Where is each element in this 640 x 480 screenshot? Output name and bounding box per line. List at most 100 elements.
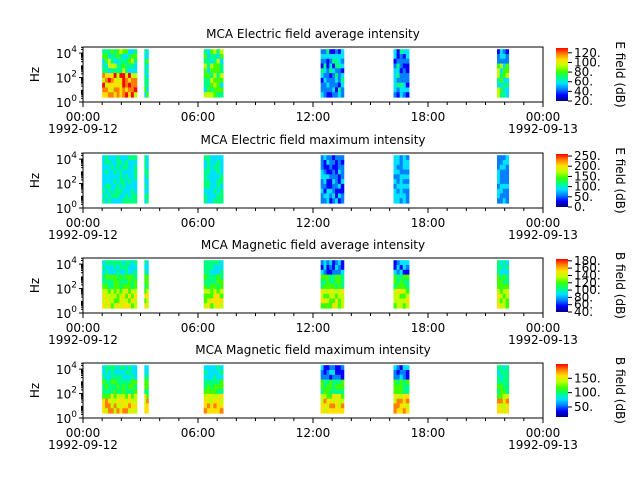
heatmap-cell	[320, 164, 325, 171]
heatmap-cell	[329, 63, 333, 69]
heatmap-cell	[133, 82, 138, 89]
heatmap-cell	[396, 298, 401, 304]
heatmap-cell	[326, 68, 330, 74]
heatmap-cell	[405, 183, 410, 190]
heatmap-cell	[146, 179, 149, 185]
heatmap-cell	[213, 265, 218, 271]
heatmap-cell	[128, 174, 132, 180]
heatmap-cell	[130, 54, 135, 60]
heatmap-cell	[119, 169, 123, 175]
heatmap-cell	[213, 403, 218, 409]
y-tick-label: 102	[56, 70, 77, 86]
heatmap-cell	[144, 384, 147, 390]
heatmap-cell	[128, 398, 132, 405]
heatmap-cell	[396, 284, 401, 290]
heatmap-cell	[116, 54, 121, 60]
heatmap-cell	[122, 77, 126, 84]
heatmap-cell	[219, 379, 224, 385]
heatmap-cell	[393, 284, 398, 290]
heatmap-cell	[128, 54, 132, 60]
heatmap-cell	[502, 379, 507, 385]
heatmap-cell	[133, 169, 138, 175]
heatmap-cell	[497, 293, 501, 300]
heatmap-cell	[107, 87, 112, 93]
heatmap-cell	[146, 293, 149, 300]
heatmap-cell	[105, 198, 109, 204]
heatmap-cell	[105, 77, 109, 84]
heatmap-cell	[206, 398, 211, 405]
heatmap-cell	[144, 284, 147, 290]
heatmap-cell	[216, 370, 221, 376]
heatmap-cell	[213, 284, 218, 290]
heatmap-cell	[203, 389, 208, 395]
heatmap-cell	[105, 365, 109, 371]
heatmap-cell	[502, 164, 507, 171]
heatmap-cell	[329, 179, 333, 185]
heatmap-cell	[102, 183, 106, 190]
heatmap-cell	[497, 389, 501, 395]
heatmap-cell	[502, 288, 507, 295]
heatmap-cell	[320, 303, 325, 309]
heatmap-cell	[219, 82, 224, 89]
colorbar-tick-label: 40.	[574, 305, 593, 319]
heatmap-cell	[105, 389, 109, 395]
heatmap-cell	[130, 160, 135, 166]
heatmap-cell	[110, 284, 115, 290]
heatmap-cell	[505, 160, 510, 166]
heatmap-cell	[130, 393, 135, 400]
heatmap-cell	[396, 393, 401, 400]
heatmap-cell	[502, 260, 507, 266]
heatmap-cell	[337, 393, 342, 400]
heatmap-cell	[146, 68, 149, 74]
heatmap-cell	[146, 384, 149, 390]
heatmap-cell	[216, 68, 221, 74]
heatmap-cell	[402, 265, 407, 271]
heatmap-cell	[102, 155, 106, 161]
heatmap-cell	[122, 68, 126, 74]
heatmap-cell	[405, 58, 410, 65]
heatmap-cell	[206, 293, 211, 300]
heatmap-cell	[213, 279, 218, 285]
heatmap-cell	[125, 393, 129, 400]
heatmap-cell	[337, 284, 342, 290]
heatmap-cell	[337, 193, 342, 199]
heatmap-cell	[119, 379, 123, 385]
panel-4: MCA Magnetic field maximum intensity1001…	[28, 343, 627, 452]
heatmap-cell	[505, 73, 510, 79]
heatmap-cell	[399, 269, 404, 276]
heatmap-cell	[128, 160, 132, 166]
heatmap-cell	[326, 169, 330, 175]
heatmap-cell	[125, 389, 129, 395]
heatmap-cell	[210, 374, 214, 381]
heatmap-cell	[110, 303, 115, 309]
heatmap-cell	[337, 379, 342, 385]
heatmap-cell	[105, 269, 109, 276]
heatmap-cell	[128, 288, 132, 295]
heatmap-cell	[505, 408, 510, 414]
heatmap-cell	[125, 288, 129, 295]
heatmap-cell	[105, 188, 109, 195]
colorbar-label: E field (dB)	[613, 41, 627, 107]
heatmap-cell	[332, 58, 336, 65]
heatmap-cell	[323, 393, 328, 400]
heatmap-cell	[337, 403, 342, 409]
heatmap-cell	[130, 87, 135, 93]
heatmap-cell	[122, 183, 126, 190]
heatmap-cell	[335, 260, 339, 266]
heatmap-cell	[206, 63, 211, 69]
heatmap-cell	[219, 279, 224, 285]
heatmap-cell	[396, 365, 401, 371]
heatmap-cell	[499, 188, 504, 195]
heatmap-cell	[206, 155, 211, 161]
heatmap-cell	[107, 82, 112, 89]
heatmap-cell	[144, 265, 147, 271]
heatmap-cell	[332, 384, 336, 390]
heatmap-cell	[320, 198, 325, 204]
heatmap-cell	[130, 179, 135, 185]
heatmap-cell	[203, 92, 208, 98]
heatmap-cell	[396, 63, 401, 69]
heatmap-cell	[130, 288, 135, 295]
y-axis-label: Hz	[28, 67, 42, 82]
heatmap-cell	[320, 82, 325, 89]
heatmap-cell	[497, 384, 501, 390]
